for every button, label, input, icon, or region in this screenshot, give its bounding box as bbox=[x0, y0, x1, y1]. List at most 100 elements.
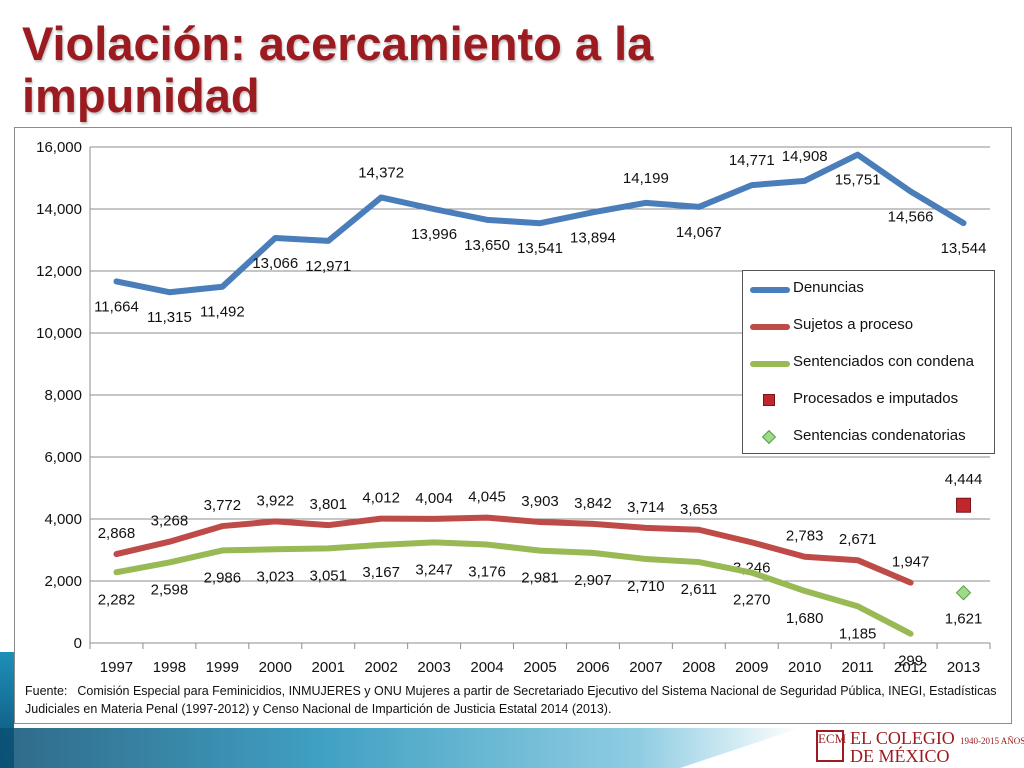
data-label-sentenciados-con-condena: 3,023 bbox=[257, 568, 295, 585]
logo-line-1: EL COLEGIO bbox=[850, 728, 955, 748]
y-tick-label: 12,000 bbox=[36, 263, 82, 280]
logo-years: 1940-2015 AÑOS bbox=[960, 736, 1024, 746]
data-label-denuncias: 13,541 bbox=[517, 240, 563, 257]
data-label-sujetos-a-proceso: 4,012 bbox=[362, 490, 400, 507]
data-label-sujetos-a-proceso: 3,903 bbox=[521, 493, 559, 510]
data-label-sujetos-a-proceso: 4,045 bbox=[468, 489, 506, 506]
data-label-sujetos-a-proceso: 3,653 bbox=[680, 501, 718, 518]
data-label-denuncias: 12,971 bbox=[305, 258, 351, 275]
legend-item-sentenciados-con-condena: Sentenciados con condena bbox=[743, 345, 996, 382]
data-label-denuncias: 13,996 bbox=[411, 226, 457, 243]
y-tick-label: 8,000 bbox=[44, 387, 82, 404]
source-text: Comisión Especial para Feminicidios, INM… bbox=[25, 684, 997, 716]
data-label-sentenciados-con-condena: 3,247 bbox=[415, 561, 453, 578]
decorative-bottom-band bbox=[0, 728, 800, 768]
data-label-denuncias: 13,650 bbox=[464, 237, 510, 254]
data-label-denuncias: 13,894 bbox=[570, 229, 616, 246]
data-label-denuncias: 14,908 bbox=[782, 148, 828, 165]
data-label-sujetos-a-proceso: 2,868 bbox=[98, 525, 136, 542]
data-label-denuncias: 14,566 bbox=[888, 208, 934, 225]
x-tick-label: 2011 bbox=[842, 659, 874, 676]
data-label-sentenciados-con-condena: 3,176 bbox=[468, 564, 506, 581]
data-label-sentenciados-con-condena: 3,167 bbox=[362, 564, 400, 581]
x-tick-label: 2000 bbox=[259, 659, 292, 676]
data-label-sentenciados-con-condena: 1,185 bbox=[839, 625, 877, 642]
legend-swatch-sujetos-a-proceso bbox=[750, 324, 790, 330]
chart-frame: 0 2,000 4,000 6,000 8,000 10,000 12,000 14,000 1… bbox=[14, 127, 1012, 724]
data-label-denuncias: 14,372 bbox=[358, 164, 404, 181]
source-note: Fuente: Comisión Especial para Feminicidi… bbox=[25, 682, 1000, 718]
y-tick-label: 6,000 bbox=[44, 449, 82, 466]
data-label-sentenciados-con-condena: 2,282 bbox=[98, 591, 136, 608]
slide-title: Violación: acercamiento a la impunidad bbox=[22, 17, 654, 122]
chart-legend: Denuncias Sujetos a proceso Sentenciados… bbox=[742, 270, 995, 454]
logo-years-suffix: AÑOS bbox=[1000, 736, 1024, 746]
x-tick-label: 2006 bbox=[576, 659, 609, 676]
data-label-sujetos-a-proceso: 3,772 bbox=[204, 497, 242, 514]
line-chart: 0 2,000 4,000 6,000 8,000 10,000 12,000 14,000 1… bbox=[36, 139, 991, 676]
x-tick-label: 2004 bbox=[470, 659, 503, 676]
legend-label-sentenciados-con-condena: Sentenciados con condena bbox=[793, 353, 974, 370]
x-tick-label: 1997 bbox=[100, 659, 133, 676]
logo-years-range: 1940-2015 bbox=[960, 736, 999, 746]
data-label-sentenciados-con-condena: 1,680 bbox=[786, 610, 824, 627]
data-label-sentenciados-con-condena: 299 bbox=[898, 653, 923, 670]
data-label-denuncias: 14,067 bbox=[676, 224, 722, 241]
data-label-denuncias: 11,492 bbox=[200, 304, 245, 321]
x-tick-label: 1999 bbox=[206, 659, 239, 676]
x-tick-label: 2013 bbox=[947, 659, 980, 676]
x-tick-label: 2003 bbox=[417, 659, 450, 676]
colmex-logo: ECM EL COLEGIO DE MÉXICO 1940-2015 AÑOS bbox=[816, 726, 1024, 768]
data-label-sentenciados-con-condena: 2,270 bbox=[733, 592, 771, 609]
data-label-sentenciados-con-condena: 2,981 bbox=[521, 570, 559, 587]
data-label-sentenciados-con-condena: 2,986 bbox=[204, 569, 242, 586]
data-label-sujetos-a-proceso: 3,714 bbox=[627, 499, 665, 516]
y-tick-label: 4,000 bbox=[44, 511, 82, 528]
legend-item-denuncias: Denuncias bbox=[743, 271, 996, 308]
data-label-sentenciados-con-condena: 3,051 bbox=[309, 567, 347, 584]
data-label-procesados-e-imputados: 4,444 bbox=[945, 471, 983, 488]
legend-label-denuncias: Denuncias bbox=[793, 279, 864, 296]
x-tick-label: 2009 bbox=[735, 659, 768, 676]
source-label: Fuente: bbox=[25, 684, 68, 698]
x-tick-label: 2008 bbox=[682, 659, 715, 676]
data-label-sujetos-a-proceso: 3,922 bbox=[257, 492, 295, 509]
legend-label-sentencias-condenatorias: Sentencias condenatorias bbox=[793, 427, 966, 444]
legend-swatch-procesados-e-imputados bbox=[763, 394, 775, 406]
legend-swatch-denuncias bbox=[750, 287, 790, 293]
data-label-denuncias: 11,315 bbox=[147, 309, 192, 326]
data-label-denuncias: 11,664 bbox=[94, 298, 139, 315]
series-line-sentenciados-con-condena bbox=[113, 539, 914, 637]
y-tick-label: 2,000 bbox=[44, 573, 82, 590]
data-label-sentenciados-con-condena: 2,598 bbox=[151, 581, 189, 598]
legend-item-sujetos-a-proceso: Sujetos a proceso bbox=[743, 308, 996, 345]
legend-swatch-sentenciados-con-condena bbox=[750, 361, 790, 367]
y-tick-label: 10,000 bbox=[36, 325, 82, 342]
data-label-sentenciados-con-condena: 2,907 bbox=[574, 572, 612, 589]
data-label-sujetos-a-proceso: 3,801 bbox=[309, 496, 347, 513]
legend-swatch-sentencias-condenatorias bbox=[761, 429, 777, 445]
data-label-sentenciados-con-condena: 2,611 bbox=[681, 581, 717, 598]
logo-line-2: DE MÉXICO bbox=[850, 746, 950, 766]
data-label-sujetos-a-proceso: 1,947 bbox=[892, 554, 930, 571]
data-label-sujetos-a-proceso: 3,268 bbox=[151, 513, 189, 530]
x-tick-label: 2010 bbox=[788, 659, 821, 676]
y-tick-label: 14,000 bbox=[36, 201, 82, 218]
data-label-denuncias: 13,066 bbox=[252, 255, 298, 272]
data-label-sentencias-condenatorias: 1,621 bbox=[945, 611, 983, 628]
legend-item-sentencias-condenatorias: Sentencias condenatorias bbox=[743, 419, 996, 456]
x-tick-label: 2002 bbox=[364, 659, 397, 676]
data-label-sujetos-a-proceso: 3,842 bbox=[574, 495, 612, 512]
data-label-denuncias: 14,771 bbox=[729, 152, 775, 169]
series-line-sujetos-a-proceso bbox=[113, 514, 914, 586]
logo-emblem: ECM bbox=[816, 730, 846, 762]
x-tick-label: 2007 bbox=[629, 659, 662, 676]
x-tick-label: 2005 bbox=[523, 659, 556, 676]
x-tick-label: 1998 bbox=[153, 659, 186, 676]
legend-label-procesados-e-imputados: Procesados e imputados bbox=[793, 390, 959, 407]
data-label-sujetos-a-proceso: 2,783 bbox=[786, 528, 824, 545]
data-label-sujetos-a-proceso: 2,671 bbox=[839, 531, 877, 548]
legend-item-procesados-e-imputados: Procesados e imputados bbox=[743, 382, 996, 419]
data-label-sujetos-a-proceso: 4,004 bbox=[415, 490, 453, 507]
y-tick-label: 0 bbox=[74, 635, 82, 652]
